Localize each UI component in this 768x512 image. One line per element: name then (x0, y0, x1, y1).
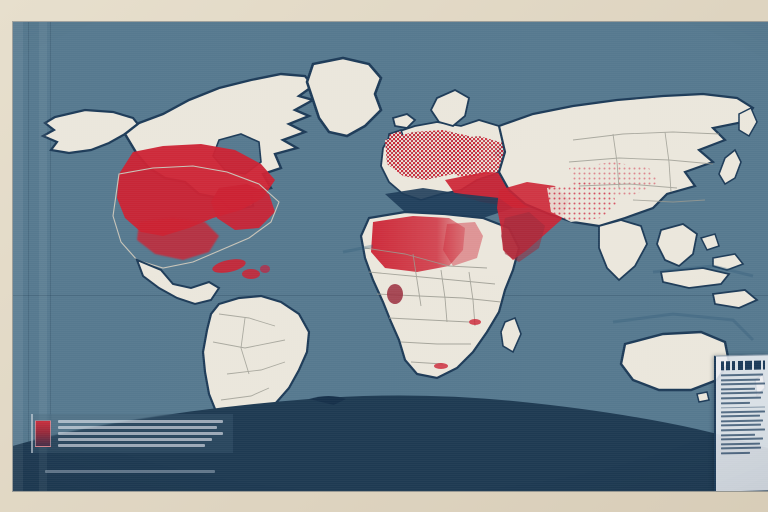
region-caribbean-highlight[interactable] (211, 257, 270, 279)
legend-right-divider (721, 406, 765, 408)
region-japan[interactable] (718, 148, 742, 186)
region-asia[interactable] (497, 92, 758, 282)
region-africa[interactable] (359, 210, 522, 380)
region-central-europe-highlight[interactable] (441, 136, 513, 178)
legend-caption-text (45, 470, 46, 471)
legend-right-heading (721, 360, 765, 371)
legend-right-note: Side panel of small print, illegible at … (721, 457, 722, 458)
legend-right-text-line (721, 428, 765, 432)
region-new-guinea[interactable] (711, 289, 759, 309)
legend-right-text-line (721, 433, 756, 436)
region-usa-canada-highlight[interactable] (117, 144, 275, 236)
region-borneo[interactable] (712, 253, 745, 271)
region-east-africa-spot[interactable] (469, 319, 481, 325)
region-philippines[interactable] (699, 233, 720, 251)
legend-right-text-line (721, 419, 764, 423)
region-north-america[interactable] (40, 72, 317, 306)
region-southeast-asia[interactable] (656, 223, 698, 268)
legend-right-text-line (721, 387, 756, 391)
region-central-asia-highlight[interactable] (569, 162, 659, 198)
region-usa-outline[interactable] (112, 165, 280, 269)
legend-right-text-line (721, 378, 760, 382)
legend-right-text-line (721, 442, 760, 446)
region-usa-southwest-highlight[interactable] (137, 218, 219, 260)
region-tasmania[interactable] (696, 391, 710, 403)
region-scandinavia[interactable] (429, 88, 471, 127)
region-australia[interactable] (619, 330, 731, 392)
legend-bottom-left-caption (45, 470, 215, 473)
legend-right-text-line (721, 401, 751, 404)
map-plate[interactable]: Dense small print, illegible at this res… (13, 22, 768, 491)
region-india[interactable] (598, 219, 648, 282)
region-north-africa-highlight[interactable] (371, 216, 465, 272)
region-oceania[interactable] (619, 289, 766, 403)
region-libya-highlight[interactable] (443, 222, 483, 266)
legend-text-line (58, 444, 205, 447)
region-west-africa-spot[interactable] (387, 284, 403, 304)
region-southern-africa-spot[interactable] (434, 363, 448, 369)
region-usa-east-highlight[interactable] (211, 184, 275, 230)
legend-right-text-line (721, 410, 765, 413)
legend-text-line (58, 426, 217, 429)
region-iceland[interactable] (391, 113, 417, 129)
world-map-svg[interactable] (13, 22, 768, 491)
legend-text-line (58, 432, 224, 435)
feature-mediterranean-sea (385, 188, 513, 218)
region-europe[interactable] (380, 88, 569, 218)
legend-right-text-line (721, 373, 764, 377)
region-mexico[interactable] (135, 258, 221, 306)
legend-right-text-line (721, 451, 751, 455)
legend-right-text-line (721, 437, 764, 441)
legend-bottom-left-text (58, 420, 227, 447)
region-arabia-highlight[interactable] (501, 212, 545, 262)
legend-right-heading-text (721, 361, 722, 362)
intensity-gradient-swatch (35, 420, 51, 447)
legend-right-text-line (721, 414, 760, 418)
region-alaska[interactable] (40, 108, 143, 155)
region-madagascar[interactable] (500, 316, 522, 354)
legend-right-text-line (721, 423, 762, 427)
region-kamchatka[interactable] (738, 106, 758, 138)
feature-continental-shelf (342, 244, 755, 342)
legend-text-line (58, 420, 224, 423)
region-indonesia[interactable] (659, 233, 745, 289)
legend-right-text-line (721, 446, 762, 450)
region-indonesia-islands[interactable] (659, 267, 731, 289)
region-asia-borders (568, 131, 720, 203)
legend-bottom-left-note: Dense small print, illegible at this res… (31, 420, 32, 421)
legend-right-text-line (721, 396, 762, 400)
region-greenland[interactable] (305, 56, 383, 138)
legend-text-line (58, 438, 212, 441)
legend-right-text-line (721, 382, 765, 386)
legend-right-text-line (721, 391, 764, 395)
legend-bottom-left[interactable]: Dense small print, illegible at this res… (31, 414, 233, 453)
legend-right-panel[interactable]: Side panel of small print, illegible at … (714, 354, 768, 491)
